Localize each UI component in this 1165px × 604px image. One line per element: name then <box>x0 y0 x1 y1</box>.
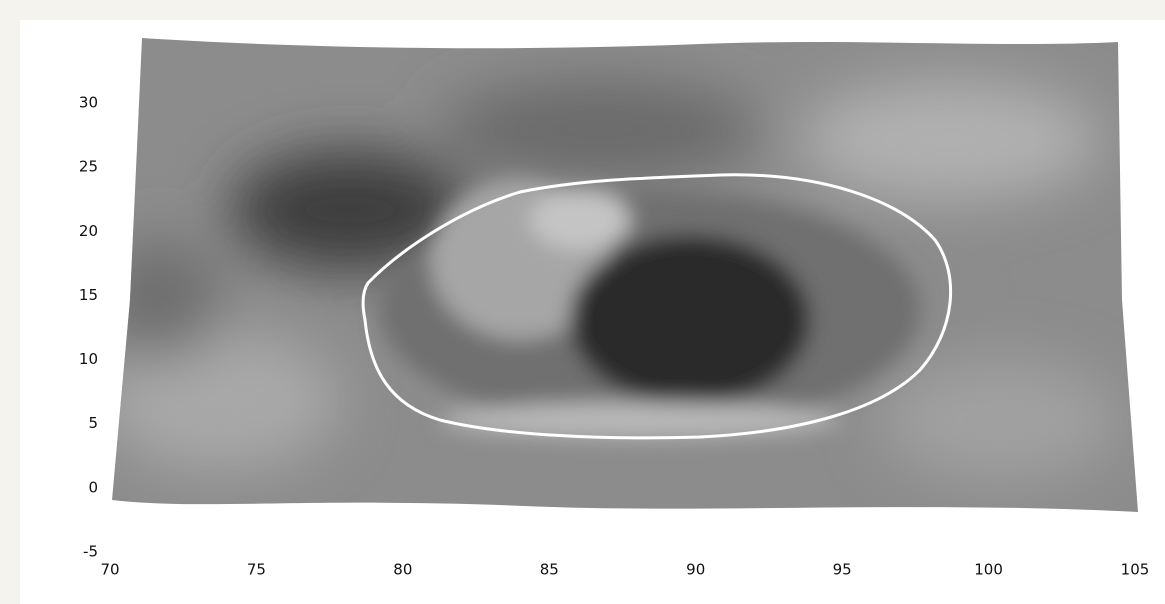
y-tick-label: 25 <box>79 158 98 176</box>
x-tick-label: 75 <box>247 561 266 579</box>
chart: 70 75 80 85 90 95 100 105 -5 0 5 10 15 20 25 30 <box>0 0 1165 604</box>
x-tick-label: 85 <box>540 561 559 579</box>
x-tick-label: 80 <box>393 561 412 579</box>
y-tick-label: 30 <box>79 94 98 112</box>
y-tick-label: 10 <box>79 350 98 368</box>
x-tick-label: 70 <box>100 561 119 579</box>
y-tick-label: 15 <box>79 286 98 304</box>
x-tick-label: 100 <box>974 561 1003 579</box>
y-tick-label: 20 <box>79 222 98 240</box>
x-tick-label: 105 <box>1121 561 1150 579</box>
x-tick-label: 90 <box>686 561 705 579</box>
y-tick-label: -5 <box>83 543 98 561</box>
y-tick-label: 5 <box>88 414 98 432</box>
x-tick-label: 95 <box>833 561 852 579</box>
surface <box>100 30 1150 520</box>
y-tick-label: 0 <box>88 478 98 496</box>
